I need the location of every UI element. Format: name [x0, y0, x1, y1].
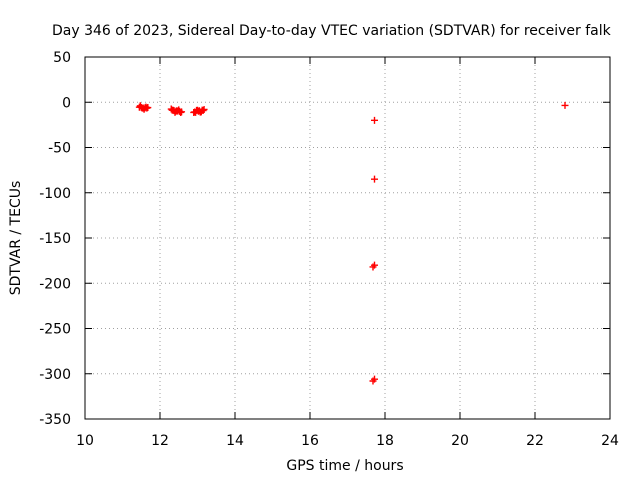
x-axis-label: GPS time / hours: [286, 458, 403, 474]
y-axis-label: SDTVAR / TECUs: [8, 181, 24, 296]
outlier-point: [371, 375, 378, 383]
outlier-point: [371, 261, 378, 269]
x-tick-label: 18: [376, 433, 394, 449]
y-tick-label: -150: [39, 231, 71, 247]
data-point: [561, 101, 569, 109]
x-tick-label: 10: [76, 433, 94, 449]
grid: [85, 57, 610, 419]
x-tick-label: 24: [601, 433, 619, 449]
data-point: [199, 107, 207, 115]
data-markers: [135, 101, 569, 385]
x-tick-label: 16: [301, 433, 319, 449]
data-point: [200, 106, 208, 113]
y-tick-label: -300: [39, 367, 71, 383]
outlier-point: [371, 175, 378, 183]
y-axis: 50 0 -50 -100 -150 -200 -250 -300 -350: [39, 50, 610, 428]
y-tick-label: -200: [39, 276, 71, 292]
y-tick-label: 0: [62, 95, 71, 111]
data-point: [178, 108, 186, 116]
y-tick-label: -350: [39, 412, 71, 428]
plot-frame: [84, 56, 611, 420]
chart-title: Day 346 of 2023, Sidereal Day-to-day VTE…: [52, 23, 612, 39]
y-tick-label: -50: [48, 141, 71, 157]
x-tick-label: 20: [451, 433, 469, 449]
x-tick-label: 12: [151, 433, 169, 449]
data-point: [144, 104, 152, 112]
x-tick-label: 14: [226, 433, 244, 449]
outlier-point: [371, 116, 378, 124]
y-tick-label: 50: [53, 50, 71, 66]
x-tick-label: 22: [526, 433, 544, 449]
x-axis: 10 12 14 16 18 20 22 24: [76, 57, 619, 449]
y-tick-label: -100: [39, 186, 71, 202]
y-tick-label: -250: [39, 322, 71, 338]
